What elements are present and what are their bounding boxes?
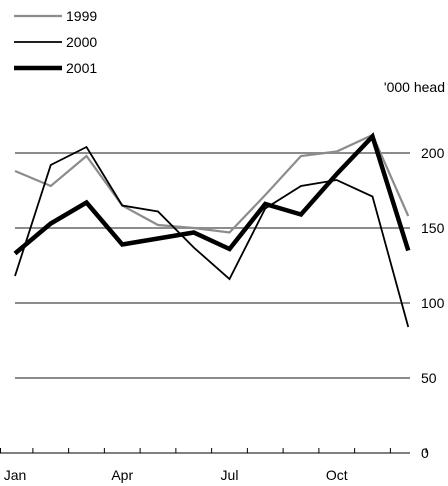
y-tick-label: 200 bbox=[421, 145, 445, 161]
x-tick-label: Jan bbox=[4, 467, 27, 483]
series-2000 bbox=[14, 145, 410, 328]
y-axis-label: '000 head bbox=[384, 79, 445, 95]
y-tick-label: 50 bbox=[421, 370, 437, 386]
legend-label: 2001 bbox=[66, 60, 97, 76]
series-lines bbox=[13, 132, 411, 328]
y-tick-label: 0 bbox=[421, 445, 429, 461]
y-tick-label: 150 bbox=[421, 220, 445, 236]
legend: 1999 2000 2001 bbox=[14, 8, 97, 76]
series-2001 bbox=[13, 132, 411, 256]
y-axis-ticks: 0 50 100 150 200 bbox=[421, 145, 445, 461]
legend-item-1999: 1999 bbox=[14, 8, 97, 24]
legend-item-2001: 2001 bbox=[14, 60, 97, 76]
y-tick-label: 100 bbox=[421, 295, 445, 311]
series-1999 bbox=[14, 133, 410, 234]
x-axis: Jan Apr Jul Oct bbox=[0, 448, 427, 483]
series-line-2001 bbox=[13, 132, 411, 256]
x-tick-label: Oct bbox=[326, 467, 348, 483]
x-tick-label: Apr bbox=[111, 467, 133, 483]
x-tick-label: Jul bbox=[221, 467, 239, 483]
series-line-1999 bbox=[14, 133, 410, 234]
legend-label: 1999 bbox=[66, 8, 97, 24]
legend-label: 2000 bbox=[66, 34, 97, 50]
gridlines bbox=[15, 152, 410, 379]
legend-item-2000: 2000 bbox=[14, 34, 97, 50]
series-line-2000 bbox=[14, 145, 410, 328]
